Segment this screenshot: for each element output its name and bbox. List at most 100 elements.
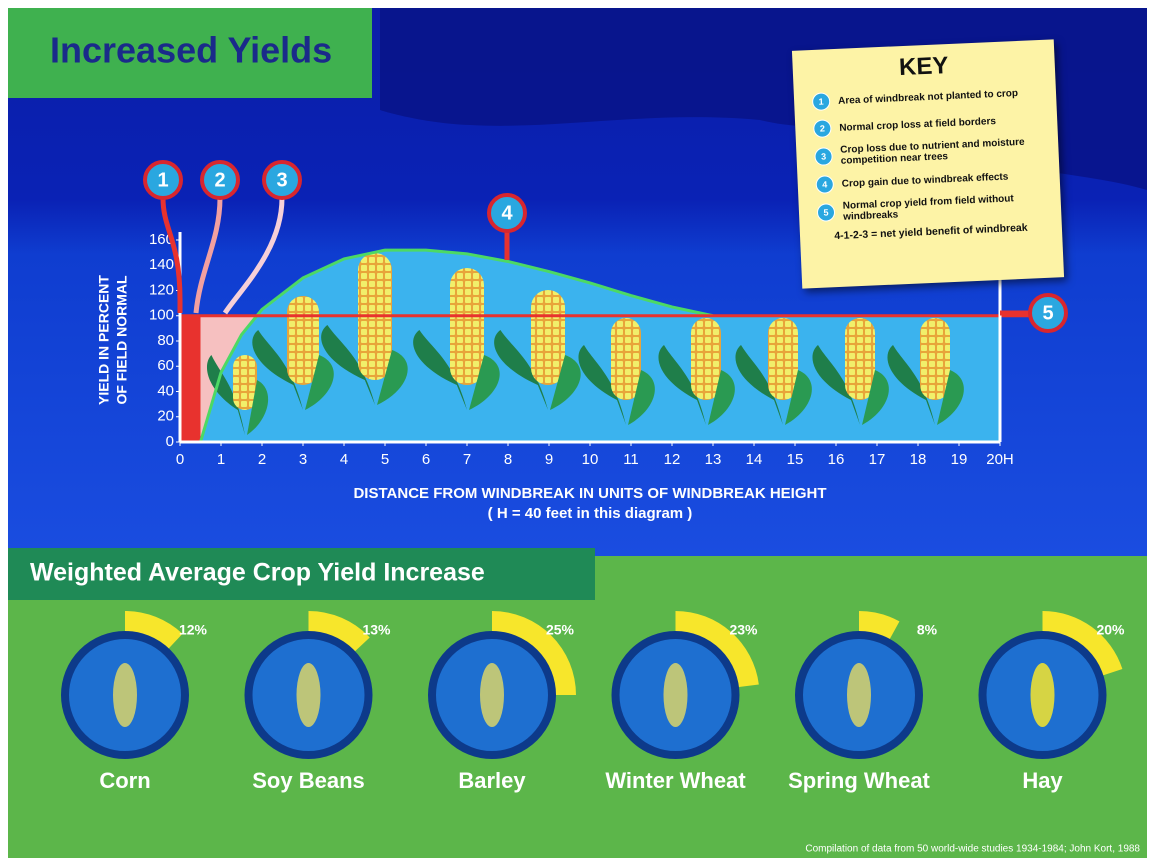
corn-leaf: [494, 330, 548, 410]
crop-icon: [296, 663, 321, 727]
annotation-badge: [487, 193, 527, 233]
corn-husk: [785, 370, 812, 425]
corn-leaf: [413, 330, 467, 410]
source-note: Compilation of data from 50 world-wide s…: [805, 844, 1140, 855]
radial-title: Weighted Average Crop Yield Increase: [30, 559, 485, 587]
lower-panel: [8, 556, 1147, 858]
corn-husk: [937, 370, 964, 425]
annotation-number: 5: [1042, 302, 1053, 324]
x-axis-label: DISTANCE FROM WINDBREAK IN UNITS OF WIND…: [353, 485, 826, 502]
key-item: 4 Crop gain due to windbreak effects: [815, 165, 1050, 195]
key-item: 1 Area of windbreak not planted to crop: [811, 82, 1047, 112]
gain-arc: [492, 611, 576, 695]
y-tick-label: 40: [157, 382, 174, 399]
x-tick-label: 4: [340, 451, 348, 468]
annotation-number: 4: [501, 202, 513, 224]
key-text: Crop loss due to nutrient and moisture c…: [840, 136, 1025, 167]
key-text: Area of windbreak not planted to crop: [837, 87, 1019, 107]
corn-cob: [768, 318, 798, 400]
y-tick-label: 80: [157, 332, 174, 349]
annotation-leader: [222, 197, 285, 315]
annotation-leader: [160, 197, 183, 313]
corn-husk: [377, 350, 408, 405]
x-tick-label: 18: [910, 451, 927, 468]
gain-arc: [308, 611, 370, 654]
value-label: 23%: [729, 622, 758, 638]
annotation-number: 2: [214, 169, 225, 191]
title-box: [8, 8, 372, 98]
value-label: 25%: [546, 622, 575, 638]
corn-leaf: [658, 345, 706, 425]
x-tick-label: 14: [746, 451, 763, 468]
corn-cob: [287, 296, 319, 385]
corn-leaf: [735, 345, 783, 425]
corn-leaf: [206, 355, 245, 435]
x-tick-label: 15: [787, 451, 804, 468]
value-label: 20%: [1096, 622, 1125, 638]
category-label: Soy Beans: [252, 768, 365, 793]
crop-icon: [663, 663, 688, 727]
category-label: Barley: [458, 768, 526, 793]
border-loss-zone: [200, 315, 257, 442]
x-tick-label: 16: [828, 451, 845, 468]
x-tick-label: 10: [582, 451, 599, 468]
crop-icon: [847, 663, 871, 727]
category-label: Corn: [99, 768, 151, 793]
x-tick-label: 9: [545, 451, 553, 468]
corn-cob: [691, 318, 721, 400]
key-number: 2: [812, 119, 832, 138]
x-axis-note: ( H = 40 feet in this diagram ): [488, 505, 693, 522]
key-item: 5 Normal crop yield from field without wi…: [816, 192, 1052, 224]
x-tick-label: 1: [217, 451, 225, 468]
y-tick-label: 60: [157, 357, 174, 374]
corn-cob: [531, 290, 565, 385]
crop-icon: [113, 663, 137, 727]
x-tick-label: 3: [299, 451, 307, 468]
y-axis-label: YIELD IN PERCENT: [96, 275, 112, 405]
corn-leaf: [812, 345, 860, 425]
key-text: Normal crop loss at field borders: [839, 115, 997, 134]
corn-cob: [233, 355, 257, 410]
annotation-number: 1: [157, 169, 168, 191]
x-tick-label: 2: [258, 451, 266, 468]
annotation-badge: [143, 160, 183, 200]
x-tick-label: 12: [664, 451, 681, 468]
annotation-badge: [200, 160, 240, 200]
annotation-leader: [193, 197, 223, 314]
key-text: Crop gain due to windbreak effects: [841, 171, 1009, 190]
x-tick-label: 17: [869, 451, 886, 468]
x-tick-label: 6: [422, 451, 430, 468]
key-item: 3 Crop loss due to nutrient and moisture …: [814, 136, 1049, 168]
corn-cob: [450, 268, 484, 385]
x-tick-label: 20H: [986, 451, 1014, 468]
category-label: Winter Wheat: [605, 768, 746, 793]
crop-icon: [480, 663, 504, 727]
yield-curve: [199, 248, 714, 443]
y-tick-label: 120: [149, 281, 174, 298]
annotation-number: 3: [276, 169, 287, 191]
value-label: 8%: [917, 622, 938, 638]
gain-arc: [1042, 611, 1123, 677]
key-note: KEY 1 Area of windbreak not planted to cr…: [791, 39, 1065, 289]
y-tick-label: 160: [149, 231, 174, 248]
key-number: 3: [814, 147, 833, 166]
corn-husk: [708, 370, 735, 425]
x-tick-label: 0: [176, 451, 184, 468]
annotation-badge: [1028, 293, 1068, 333]
corn-cob: [611, 318, 641, 400]
key-formula: 4-1-2-3 = net yield benefit of windbreak: [834, 221, 1028, 243]
title: Increased Yields: [50, 30, 332, 71]
x-tick-label: 8: [504, 451, 512, 468]
x-tick-label: 7: [463, 451, 471, 468]
corn-husk: [305, 355, 334, 410]
corn-cob: [845, 318, 875, 400]
corn-husk: [550, 355, 581, 410]
y-axis-label: OF FIELD NORMAL: [114, 275, 130, 405]
y-tick-label: 100: [149, 307, 174, 324]
x-tick-label: 19: [951, 451, 968, 468]
key-number: 5: [816, 203, 836, 222]
corn-husk: [247, 380, 269, 435]
corn-husk: [628, 370, 655, 425]
annotation-badge: [262, 160, 302, 200]
